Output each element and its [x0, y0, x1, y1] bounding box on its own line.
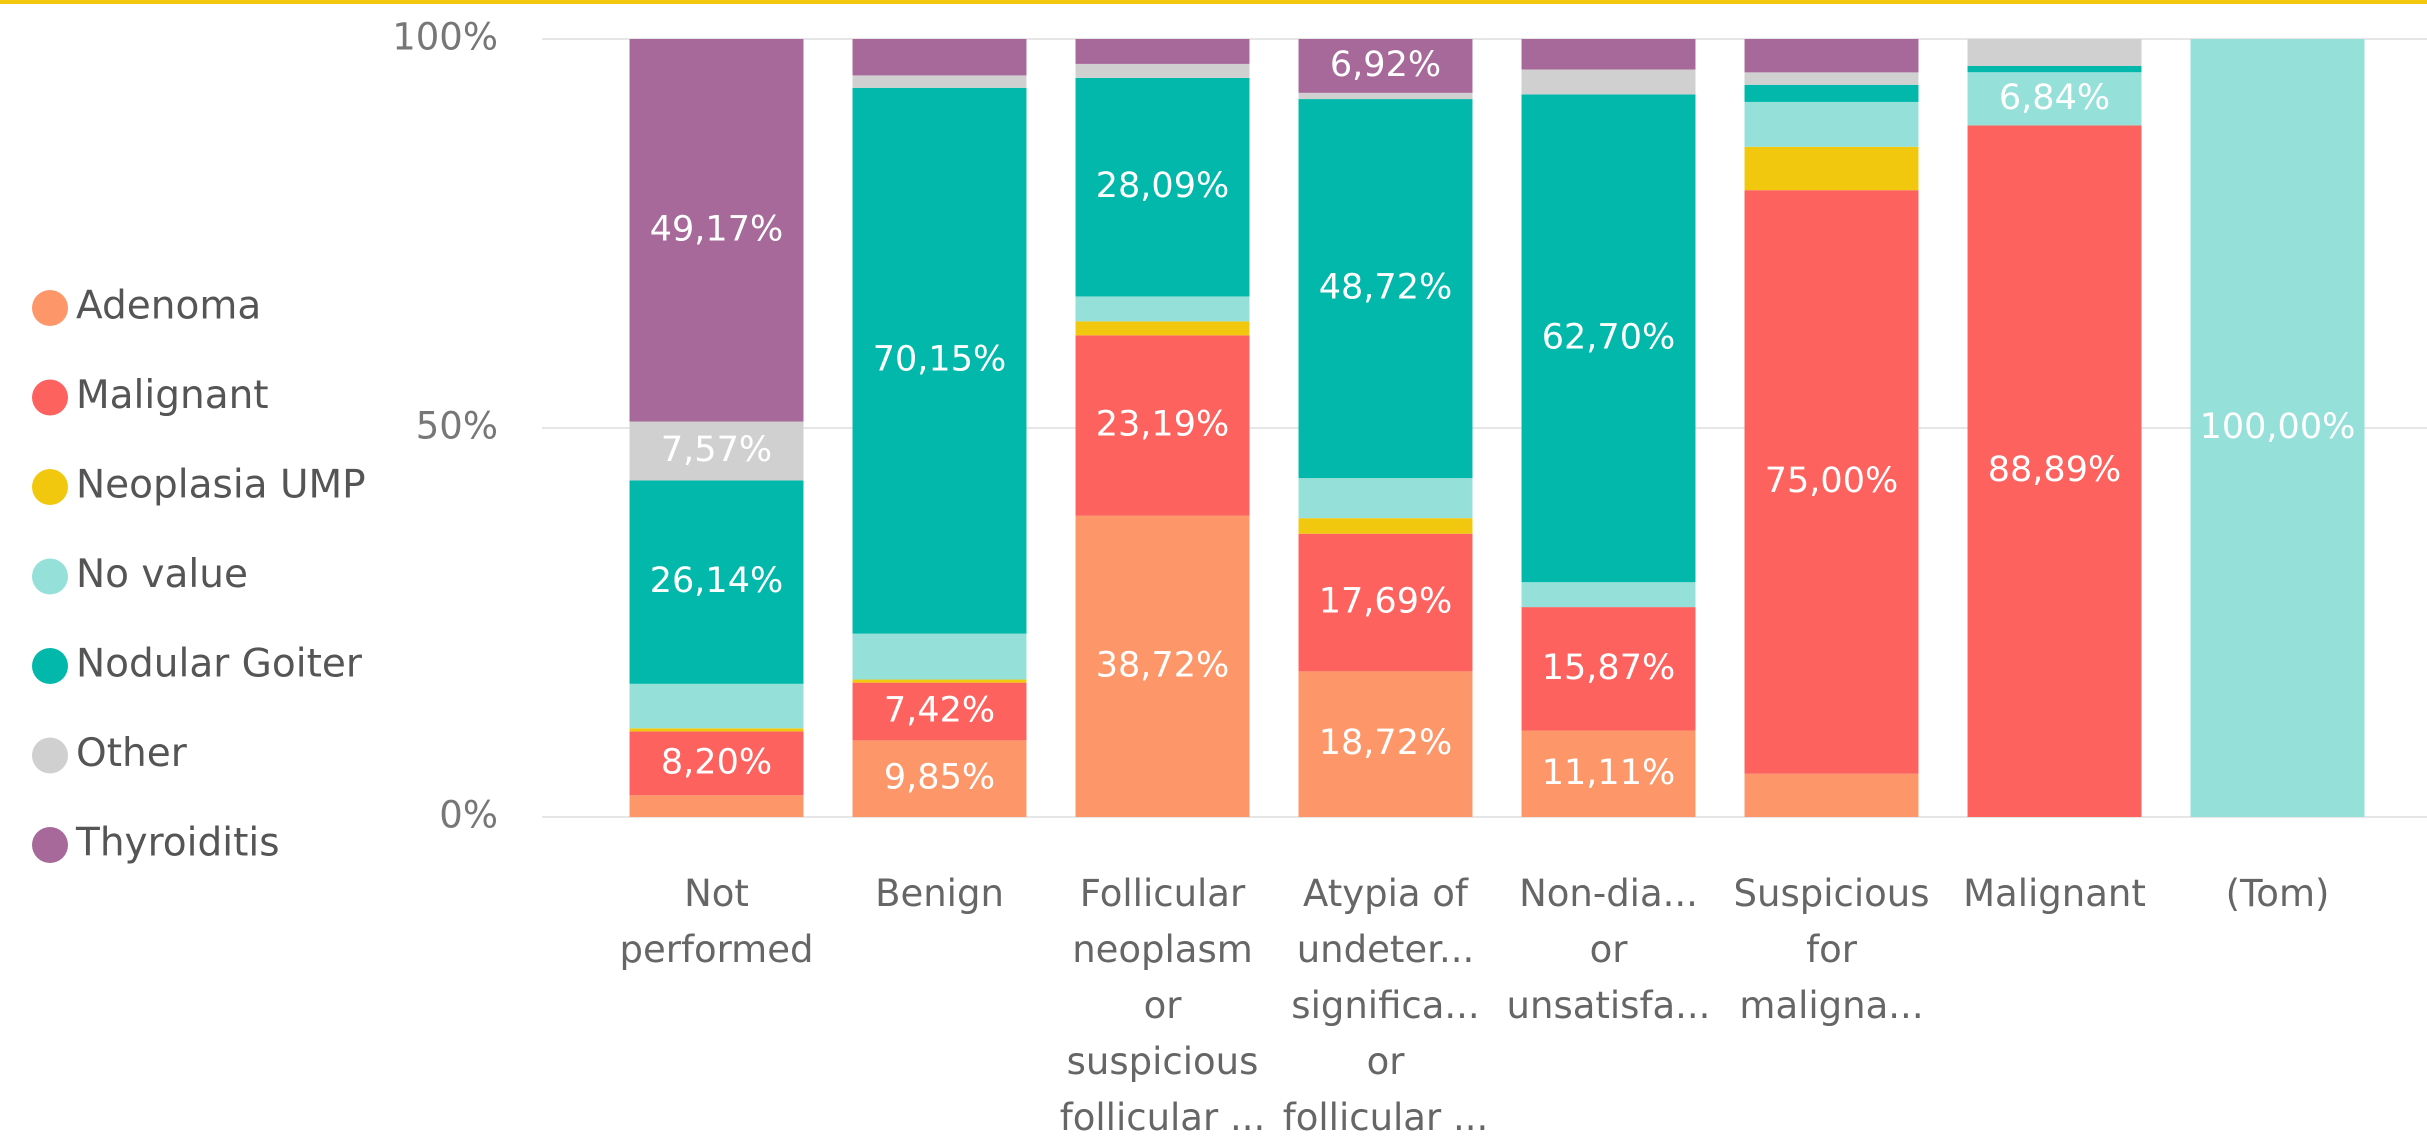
- data-label: 9,85%: [884, 758, 995, 798]
- bar-segment: [1967, 65, 2142, 73]
- y-tick-label: 50%: [416, 405, 498, 448]
- bar-segment: [1075, 515, 1250, 817]
- data-label: 15,87%: [1542, 648, 1675, 688]
- data-label: 18,72%: [1319, 723, 1452, 763]
- bar-segment: [1967, 72, 2142, 126]
- bar-segment: [1075, 321, 1250, 336]
- legend-swatch: [32, 737, 68, 774]
- data-label: 26,14%: [650, 561, 783, 601]
- legend-swatch: [32, 648, 68, 684]
- data-label: 100,00%: [2200, 407, 2356, 447]
- legend-label: Neoplasia UMP: [76, 463, 366, 508]
- bar-segment: [1075, 63, 1250, 78]
- data-label: 8,20%: [661, 742, 772, 782]
- y-tick-label: 100%: [392, 16, 498, 59]
- bar-segment: [1298, 99, 1473, 479]
- bar-segment: [629, 731, 804, 796]
- bar-segment: [1298, 518, 1473, 534]
- legend-swatch: [32, 379, 68, 416]
- bar-segment: [852, 75, 1027, 88]
- data-label: 7,57%: [661, 430, 772, 470]
- bar-segment: [1075, 296, 1250, 322]
- bar-segment: [1744, 773, 1919, 817]
- data-label: 28,09%: [1096, 166, 1229, 206]
- bar-segment: [2190, 39, 2365, 817]
- bar-segment: [1075, 335, 1250, 516]
- legend-label: Adenoma: [76, 284, 261, 329]
- legend-label: Nodular Goiter: [76, 642, 363, 687]
- legend-label: Thyroiditis: [75, 821, 280, 866]
- bar-segment: [1744, 190, 1919, 774]
- bar-segment: [1744, 72, 1919, 85]
- x-tick-label: Suspicious for maligna...: [1733, 872, 1930, 1027]
- data-label: 49,17%: [650, 209, 783, 249]
- bar-segment: [1967, 125, 2142, 818]
- bar-segment: [852, 679, 1027, 683]
- bar-segment: [1744, 39, 1919, 73]
- x-tick-label: Benign: [875, 872, 1004, 915]
- legend-swatch: [32, 290, 68, 326]
- bar-segment: [629, 421, 804, 481]
- x-tick-label: Not performed: [619, 872, 814, 971]
- bar-segment: [1298, 533, 1473, 672]
- bar-segment: [629, 683, 804, 729]
- legend-label: Other: [76, 731, 188, 776]
- bar-segment: [1298, 92, 1473, 100]
- bar-segment: [1298, 478, 1473, 519]
- legend-label: No value: [76, 552, 248, 597]
- bar-segment: [629, 728, 804, 732]
- data-label: 62,70%: [1542, 317, 1675, 357]
- data-label: 6,92%: [1330, 45, 1441, 85]
- data-label: 11,11%: [1542, 753, 1675, 793]
- legend-swatch: [32, 827, 68, 863]
- data-label: 75,00%: [1765, 461, 1898, 501]
- bar-segment: [629, 39, 804, 422]
- data-label: 48,72%: [1319, 268, 1452, 308]
- bar-segment: [1744, 146, 1919, 191]
- y-tick-label: 0%: [439, 794, 498, 837]
- x-tick-label: Atypia of undeter... significa... or fol…: [1282, 872, 1489, 1139]
- x-tick-label: Non-dia... or unsatisfa...: [1506, 872, 1711, 1027]
- bar-segment: [1075, 77, 1250, 297]
- data-label: 23,19%: [1096, 405, 1229, 445]
- data-label: 38,72%: [1096, 645, 1229, 685]
- bar-segment: [1298, 39, 1473, 93]
- legend-swatch: [32, 558, 68, 595]
- bar-segment: [852, 39, 1027, 76]
- x-tick-label: (Tom): [2225, 872, 2330, 915]
- top-accent: [0, 0, 2427, 4]
- bar-segment: [1075, 39, 1250, 64]
- bar-segment: [629, 795, 804, 817]
- bar-segment: [1744, 101, 1919, 147]
- bar-segment: [629, 480, 804, 684]
- bar-segment: [1967, 39, 2142, 66]
- bar-segment: [1744, 84, 1919, 102]
- legend-swatch: [32, 469, 68, 505]
- bar-segment: [1521, 607, 1696, 731]
- data-label: 7,42%: [884, 691, 995, 731]
- bar-segment: [1521, 39, 1696, 70]
- x-tick-label: Malignant: [1963, 872, 2146, 915]
- bar-segment: [1521, 94, 1696, 583]
- data-label: 6,84%: [1999, 78, 2110, 118]
- bar-segment: [852, 87, 1027, 634]
- bar-segment: [852, 682, 1027, 741]
- data-label: 17,69%: [1319, 582, 1452, 622]
- bar-segment: [1521, 730, 1696, 817]
- bar-segment: [852, 740, 1027, 817]
- legend-label: Malignant: [76, 373, 269, 418]
- data-label: 70,15%: [873, 340, 1006, 380]
- bar-segment: [852, 633, 1027, 680]
- x-tick-label: Follicular neoplasm or suspicious follic…: [1059, 872, 1266, 1139]
- data-label: 88,89%: [1988, 450, 2121, 490]
- bar-segment: [1298, 671, 1473, 817]
- bar-segment: [1521, 582, 1696, 608]
- bar-segment: [1521, 69, 1696, 95]
